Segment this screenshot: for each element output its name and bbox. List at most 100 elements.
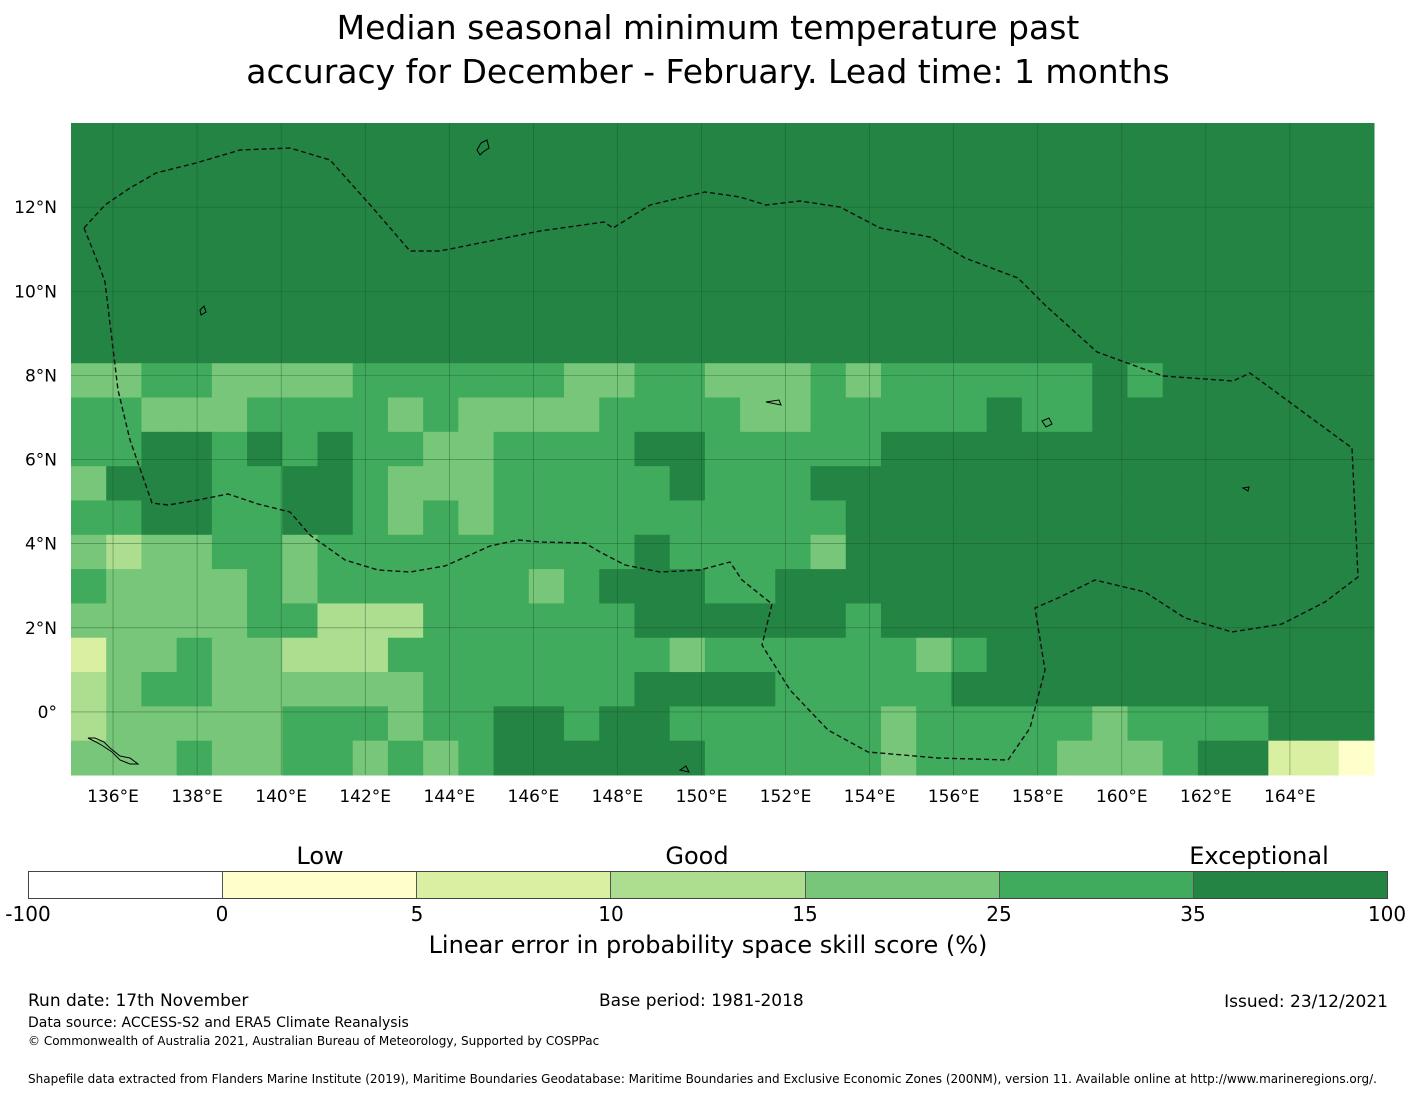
- grid-cell: [669, 740, 706, 776]
- grid-cell: [528, 740, 565, 776]
- grid-cell: [1268, 294, 1305, 330]
- grid-cell: [951, 123, 988, 158]
- grid-cell: [493, 569, 530, 604]
- grid-cell: [1021, 157, 1058, 193]
- grid-cell: [423, 294, 459, 330]
- grid-cell: [247, 706, 283, 742]
- grid-cell: [1268, 534, 1305, 570]
- grid-cell: [1057, 500, 1093, 536]
- grid-cell: [1021, 225, 1058, 261]
- grid-cell: [599, 740, 635, 776]
- grid-cell: [1197, 637, 1234, 673]
- grid-cell: [845, 500, 882, 536]
- grid-cell: [1092, 191, 1128, 227]
- grid-cell: [810, 500, 847, 536]
- grid-cell: [282, 157, 319, 193]
- grid-cell: [564, 157, 600, 193]
- grid-cell: [1268, 672, 1305, 707]
- eez-boundary-palau-fsm: [83, 147, 1359, 761]
- grid-cell: [387, 500, 424, 536]
- grid-cell: [1268, 569, 1305, 604]
- colorbar-tick: 100: [1367, 902, 1407, 926]
- grid-cell: [176, 466, 213, 501]
- grid-cell: [740, 123, 776, 158]
- grid-cell: [634, 500, 671, 536]
- grid-cell: [1057, 123, 1093, 158]
- lon-tick-label: 142°E: [339, 787, 391, 807]
- grid-cell: [775, 706, 812, 742]
- grid-cell: [880, 637, 917, 673]
- grid-cell: [916, 603, 952, 639]
- grid-cell: [1197, 123, 1234, 158]
- grid-cell: [528, 225, 565, 261]
- grid-cell: [211, 191, 248, 227]
- grid-cell: [1127, 260, 1164, 296]
- grid-cell: [528, 706, 565, 742]
- grid-cell: [986, 294, 1023, 330]
- grid-cell: [951, 637, 988, 673]
- grid-cell: [176, 328, 213, 364]
- grid-cell: [1021, 123, 1058, 158]
- grid-cell: [106, 260, 142, 296]
- grid-cell: [740, 569, 776, 604]
- grid-cell: [141, 740, 178, 776]
- grid-cell: [317, 191, 354, 227]
- grid-cell: [775, 363, 812, 399]
- island-2: [1041, 417, 1053, 428]
- grid-cell: [599, 328, 635, 364]
- grid-cell: [247, 637, 283, 673]
- grid-cell: [916, 260, 952, 296]
- grid-cell: [845, 706, 882, 742]
- grid-cell: [916, 534, 952, 570]
- grid-cell: [1162, 706, 1199, 742]
- title-line-1: Median seasonal minimum temperature past: [336, 8, 1080, 47]
- grid-cell: [1338, 672, 1375, 707]
- grid-cell: [810, 534, 847, 570]
- grid-cell: [775, 397, 812, 433]
- grid-cell: [845, 466, 882, 501]
- grid-cell: [71, 157, 107, 193]
- grid-cell: [704, 672, 741, 707]
- grid-cell: [1197, 260, 1234, 296]
- grid-cell: [352, 706, 389, 742]
- grid-cell: [141, 637, 178, 673]
- grid-cell: [1162, 431, 1199, 467]
- grid-cell: [1021, 466, 1058, 501]
- grid-cell: [916, 157, 952, 193]
- grid-cell: [1303, 637, 1340, 673]
- grid-cell: [71, 466, 107, 501]
- grid-cell: [1233, 294, 1269, 330]
- grid-cell: [1303, 123, 1340, 158]
- grid-cell: [951, 294, 988, 330]
- grid-cell: [775, 740, 812, 776]
- grid-cell: [71, 603, 107, 639]
- base-period: Base period: 1981-2018: [599, 991, 804, 1011]
- grid-cell: [599, 672, 635, 707]
- grid-cell: [564, 191, 600, 227]
- grid-cell: [423, 500, 459, 536]
- grid-cell: [458, 431, 495, 467]
- colorbar-segment-1: [29, 872, 224, 898]
- grid-cell: [141, 672, 178, 707]
- grid-cell: [211, 569, 248, 604]
- grid-cell: [951, 672, 988, 707]
- grid-cell: [1127, 534, 1164, 570]
- grid-cell: [1057, 191, 1093, 227]
- grid-cell: [423, 637, 459, 673]
- grid-cell: [106, 431, 142, 467]
- grid-cell: [317, 431, 354, 467]
- grid-cell: [352, 294, 389, 330]
- lon-tick-label: 154°E: [844, 787, 896, 807]
- grid-cell: [387, 123, 424, 158]
- grid-cell: [458, 328, 495, 364]
- grid-cell: [775, 569, 812, 604]
- grid-cell: [951, 534, 988, 570]
- grid-cell: [669, 191, 706, 227]
- grid-cell: [599, 157, 635, 193]
- grid-cell: [740, 500, 776, 536]
- grid-cell: [916, 569, 952, 604]
- grid-cell: [282, 191, 319, 227]
- data-source: Data source: ACCESS-S2 and ERA5 Climate …: [28, 1015, 409, 1031]
- lon-tick-label: 146°E: [508, 787, 560, 807]
- grid-cell: [669, 260, 706, 296]
